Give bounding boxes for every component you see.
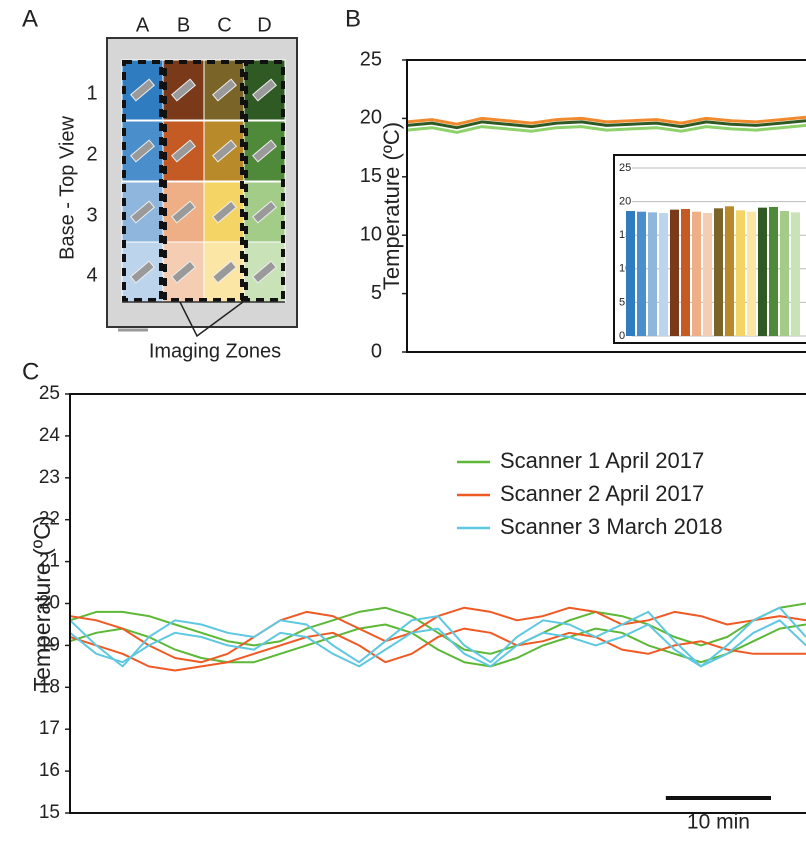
inset-bar bbox=[692, 212, 701, 336]
inset-bar bbox=[736, 210, 745, 336]
row-label: 4 bbox=[86, 264, 97, 286]
row-label: 2 bbox=[86, 143, 97, 165]
inset-bar bbox=[725, 206, 734, 336]
inset-bar bbox=[747, 212, 756, 336]
series-line bbox=[407, 117, 806, 124]
inset-bar bbox=[637, 212, 646, 336]
inset-bar bbox=[791, 212, 800, 336]
row-label: 1 bbox=[86, 82, 97, 104]
inset-tick-label: 0 bbox=[619, 330, 625, 342]
y-tick-label: 15 bbox=[39, 802, 60, 823]
panel-label: C bbox=[22, 358, 39, 385]
y-tick-label: 24 bbox=[39, 425, 61, 446]
y-tick-label: 23 bbox=[39, 467, 60, 488]
inset-bar bbox=[659, 213, 668, 336]
inset-tick-label: 5 bbox=[619, 296, 625, 308]
column-label: A bbox=[136, 14, 150, 36]
inset-bar bbox=[769, 207, 778, 336]
column-label: D bbox=[257, 14, 271, 36]
zones-label: Imaging Zones bbox=[149, 340, 281, 362]
y-tick-label: 25 bbox=[39, 383, 60, 404]
inset-bar bbox=[758, 208, 767, 336]
scale-bar-label: 10 min bbox=[687, 811, 750, 834]
inset-bar bbox=[648, 212, 657, 336]
panel-label: A bbox=[22, 5, 38, 32]
inset-bar bbox=[703, 213, 712, 336]
legend-label: Scanner 3 March 2018 bbox=[500, 514, 723, 539]
y-tick-label: 16 bbox=[39, 760, 60, 781]
y-axis-label: Temperature (ºC) bbox=[379, 122, 404, 290]
inset-bar bbox=[626, 211, 635, 336]
plot-lines bbox=[70, 604, 806, 671]
y-tick-label: 0 bbox=[371, 340, 382, 362]
inset-bar bbox=[780, 211, 789, 336]
y-tick-label: 25 bbox=[360, 48, 382, 70]
y-tick-label: 17 bbox=[39, 718, 60, 739]
side-label: Base - Top View bbox=[56, 116, 78, 260]
legend-label: Scanner 2 April 2017 bbox=[500, 481, 704, 506]
inset-bar bbox=[681, 209, 690, 336]
y-axis-label: Temperature (ºC) bbox=[29, 516, 55, 692]
inset-bar bbox=[714, 208, 723, 336]
legend-label: Scanner 1 April 2017 bbox=[500, 448, 704, 473]
row-label: 3 bbox=[86, 204, 97, 226]
plot-lines bbox=[407, 117, 806, 132]
inset-tick-label: 20 bbox=[619, 196, 631, 208]
column-label: B bbox=[177, 14, 190, 36]
inset-bar bbox=[670, 210, 679, 336]
column-label: C bbox=[217, 14, 231, 36]
inset-tick-label: 25 bbox=[619, 162, 631, 174]
panel-label: B bbox=[345, 5, 361, 32]
